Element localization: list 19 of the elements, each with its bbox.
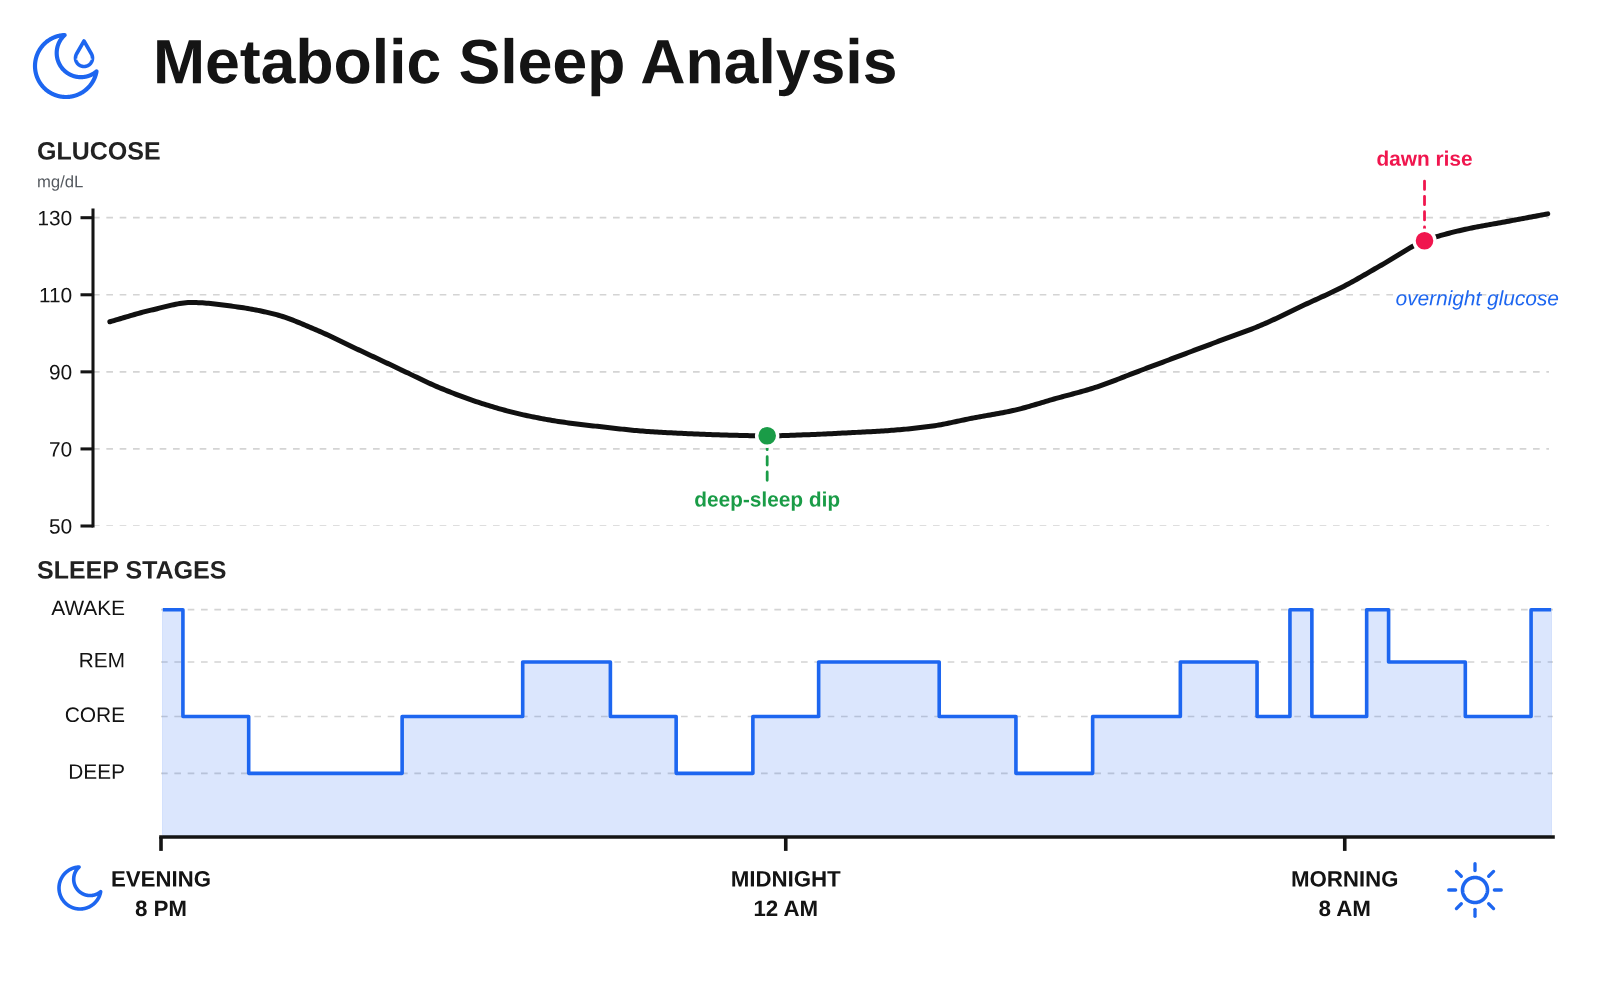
y-tick-label: 110	[40, 287, 72, 303]
ref-line-label: DEEP	[69, 764, 124, 779]
chart-subtitle: GLUCOSE	[38, 142, 160, 160]
chart-title: SLEEP STAGES	[37, 561, 226, 579]
x-tick-label: MIDNIGHT 12 AM	[732, 870, 841, 917]
ref-line-label: CORE	[65, 707, 125, 723]
chart-title: Metabolic Sleep Analysis	[157, 37, 895, 97]
series-label: overnight glucose	[1396, 290, 1559, 310]
x-tick-label: EVENING 8 PM	[112, 870, 210, 917]
ref-line-label: AWAKE	[51, 600, 125, 616]
y-tick-label: 90	[49, 364, 72, 380]
y-tick-label: 70	[50, 441, 72, 457]
x-tick-label: MORNING 8 AM	[1292, 870, 1398, 917]
y-axis-title: mg/dL	[38, 175, 83, 191]
text: dawn rise	[1377, 150, 1472, 166]
ref-line-label: REM	[80, 653, 124, 668]
y-tick-label: 130	[39, 210, 72, 226]
y-tick-label: 50	[49, 519, 72, 534]
annotation: deep-sleep dip	[695, 491, 840, 511]
